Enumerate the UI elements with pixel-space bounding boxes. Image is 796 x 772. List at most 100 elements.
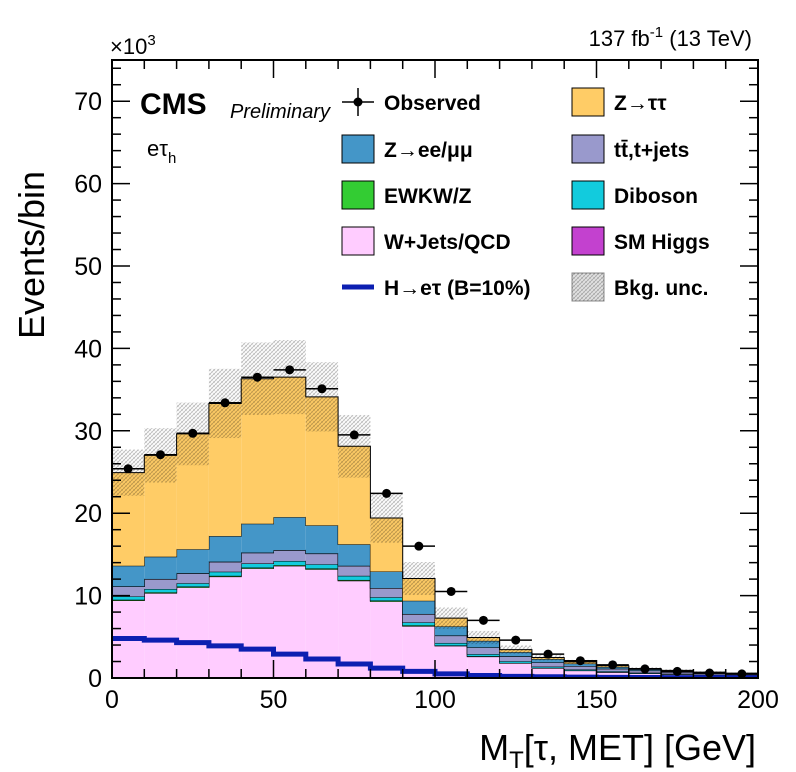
observed-point-17 (661, 666, 694, 676)
legend-entry-4: EWKW/Z (341, 180, 472, 210)
bar-diboson-8 (370, 597, 403, 601)
bar-tt-t-jets-11 (467, 647, 500, 655)
x-tick-label: 0 (105, 686, 119, 714)
legend-entry-1: Z→ττ (571, 87, 667, 117)
bar-z-ee--9 (402, 600, 435, 614)
y-tick-label: 60 (74, 171, 102, 199)
bar-diboson-10 (435, 642, 468, 646)
observed-point-6 (305, 384, 339, 394)
y-axis: 0 10 20 30 40 50 60 70 (74, 67, 758, 693)
legend-label: Z→ττ (614, 92, 667, 115)
observed-point-8 (370, 488, 403, 498)
bar-diboson-3 (208, 571, 242, 576)
y-tick-label: 70 (74, 88, 102, 116)
preliminary-label: Preliminary (230, 101, 331, 123)
bar-diboson-4 (241, 563, 274, 568)
bar-diboson-13 (531, 666, 565, 668)
bar-tt-t-jets-0 (112, 586, 145, 597)
bar-z-ee--5 (273, 517, 306, 551)
legend-label: Z→ee/μμ (384, 139, 473, 162)
x-tick-label: 200 (737, 686, 779, 714)
y-multiplier: ×103 (110, 32, 156, 59)
bar-z-ee--7 (338, 544, 371, 566)
legend-label: EWKW/Z (384, 185, 472, 208)
x-tick-label: 100 (414, 686, 456, 714)
legend-label: Bkg. unc. (614, 277, 709, 300)
bar-tt-t-jets-14 (564, 666, 597, 670)
bar-w-jets-qcd-13 (531, 668, 565, 678)
bar-tt-t-jets-1 (144, 579, 177, 590)
observed-data (112, 365, 758, 679)
uncertainty-bin-12 (499, 645, 532, 654)
bar-z-ee--13 (531, 659, 565, 663)
bar-diboson-6 (305, 564, 339, 569)
bar-diboson-5 (273, 560, 306, 566)
legend-label: SM Higgs (614, 231, 710, 254)
y-axis-title: Events/bin (11, 171, 52, 339)
observed-point-18 (693, 668, 726, 678)
bar-w-jets-qcd-3 (208, 576, 242, 678)
observed-point-19 (725, 669, 758, 679)
bar-w-jets-qcd-14 (564, 670, 597, 678)
bar-diboson-2 (176, 583, 209, 587)
bar-diboson-9 (402, 622, 435, 626)
observed-point-3 (208, 398, 242, 408)
bar-diboson-7 (338, 575, 371, 580)
observed-point-5 (273, 365, 306, 375)
legend-label: Diboson (614, 185, 698, 208)
observed-point-9 (402, 541, 435, 551)
x-axis: 0 50 100 150 200 (105, 60, 779, 714)
observed-point-12 (499, 635, 532, 645)
observed-point-13 (531, 649, 565, 659)
bar-tt-t-jets-9 (402, 614, 435, 623)
uncertainty-bin-5 (273, 339, 306, 415)
y-tick-label: 50 (74, 253, 102, 281)
uncertainty-bin-10 (435, 607, 468, 629)
uncertainty-bin-7 (338, 414, 371, 478)
bar-tt-t-jets-4 (241, 552, 274, 564)
legend-label: Observed (384, 92, 481, 115)
bar-z-ee--1 (144, 556, 177, 579)
legend-entry-3: tt̄,t+jets (571, 134, 689, 164)
bar-w-jets-qcd-5 (273, 565, 306, 678)
background-uncertainty-band (112, 339, 758, 674)
uncertainty-bin-6 (305, 362, 339, 432)
y-tick-label: 40 (74, 335, 102, 363)
observed-point-10 (435, 586, 468, 596)
bar-tt-t-jets-15 (596, 668, 629, 672)
legend: Observed Z→ττ Z→ee/μμ tt̄,t+jets EWKW/Z Dibos… (341, 87, 710, 302)
bar-w-jets-qcd-6 (305, 569, 339, 678)
legend-entry-8: H→eτ (B=10%) (342, 277, 531, 300)
bar-z-ee--3 (208, 536, 242, 562)
legend-entry-0: Observed (342, 88, 481, 116)
legend-entry-9: Bkg. unc. (571, 272, 709, 302)
bar-w-jets-qcd-4 (241, 568, 274, 678)
channel-label: eτh (147, 136, 176, 167)
y-tick-label: 10 (74, 583, 102, 611)
bar-tt-t-jets-2 (176, 573, 209, 584)
cms-label: CMS (140, 88, 207, 121)
observed-point-7 (338, 430, 371, 440)
observed-point-16 (628, 664, 662, 674)
legend-label: H→eτ (B=10%) (384, 277, 531, 300)
bar-z-ee--6 (305, 525, 339, 554)
bar-w-jets-qcd-11 (467, 656, 500, 678)
bar-tt-t-jets-6 (305, 553, 339, 565)
observed-point-0 (112, 464, 145, 474)
bar-diboson-12 (499, 661, 532, 663)
bar-tt-t-jets-13 (531, 662, 565, 667)
bar-tt-t-jets-12 (499, 656, 532, 662)
bar-tt-t-jets-3 (208, 561, 242, 572)
bar-z-ee--8 (370, 571, 403, 589)
uncertainty-bin-8 (370, 493, 403, 543)
legend-entry-2: Z→ee/μμ (341, 134, 473, 164)
bar-z-ee--2 (176, 549, 209, 574)
luminosity-label: 137 fb-1 (13 TeV) (589, 24, 752, 51)
x-axis-title: MT[τ, MET] [GeV] (479, 727, 756, 772)
uncertainty-bin-9 (402, 562, 435, 596)
bar-tt-t-jets-5 (273, 550, 306, 561)
bar-z-ee--12 (499, 652, 532, 657)
y-tick-label: 30 (74, 418, 102, 446)
legend-label: W+Jets/QCD (384, 231, 511, 254)
observed-point-15 (596, 660, 629, 670)
